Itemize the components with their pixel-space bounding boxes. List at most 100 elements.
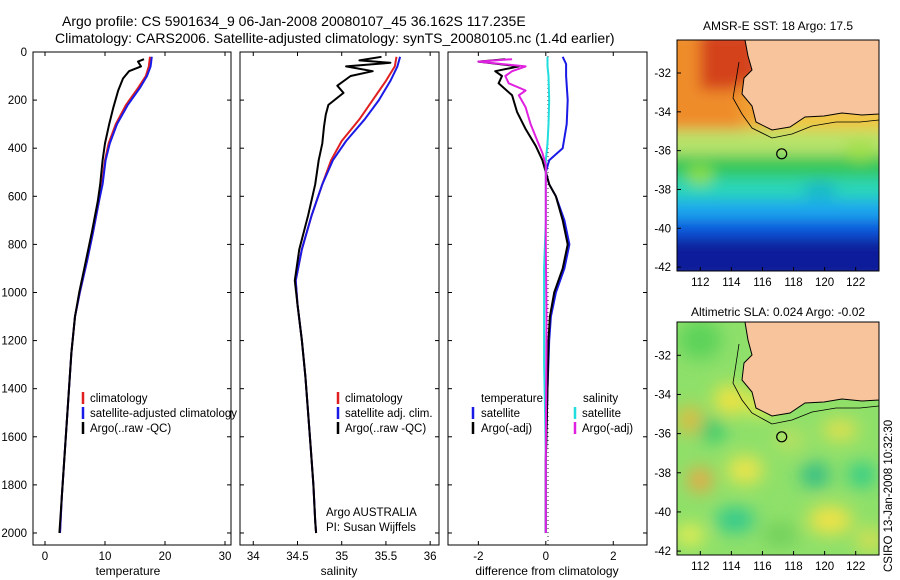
legend-label-sal-argo: Argo(..raw -QC) [345, 423, 426, 435]
map-y-tick-label: -34 [654, 107, 671, 119]
temperature-x-ticks: 0 10 20 30 [42, 52, 232, 563]
x-tick-label: 0 [42, 551, 48, 563]
map-x-tick-label: 112 [691, 561, 709, 573]
legend-label-sal-satellite: satellite adj. clim. [345, 408, 433, 420]
map-y-tick-label: -36 [654, 429, 671, 441]
legend-label-sal-climatology: climatology [345, 393, 403, 405]
float-program-annotation: Argo AUSTRALIA [326, 507, 417, 519]
sla-y-ticks: -32 -34 -36 -38 -40 -42 [654, 350, 681, 558]
sst-map-frame [676, 39, 880, 272]
legend-label-satellite-adjusted: satellite-adjusted climatology [90, 408, 237, 420]
temperature-y-ticks: 0 200 400 600 800 1000 1200 1400 1600 1800 2000 [1, 47, 231, 540]
csiro-timestamp: CSIRO 13-Jan-2008 10:32:30 [883, 420, 895, 572]
map-x-tick-label: 118 [784, 277, 802, 289]
sla-x-ticks: 112 114 116 118 120 122 [691, 551, 865, 573]
x-tick-label: 20 [159, 551, 172, 563]
map-x-tick-label: 120 [815, 277, 834, 289]
map-x-tick-label: 112 [691, 277, 709, 289]
temperature-panel: 0 200 400 600 800 1000 1200 1400 1600 1800 2000 0 1… [1, 47, 237, 578]
map-x-tick-label: 120 [815, 561, 834, 573]
map-y-tick-label: -32 [654, 68, 671, 80]
sst-map-panel: AMSR-E SST: 18 Argo: 17.5 [654, 19, 880, 289]
difference-y-ticks [448, 51, 647, 534]
legend-label-temp-argo: Argo(-adj) [481, 423, 532, 435]
map-x-tick-label: 114 [722, 561, 741, 573]
map-x-tick-label: 116 [753, 561, 771, 573]
sst-x-ticks: 112 114 116 118 120 122 [691, 267, 865, 289]
salinity-x-ticks: 34 34.5 35 35.5 36 [247, 52, 437, 563]
y-tick-label: 1400 [1, 384, 27, 396]
sst-coastline [741, 40, 879, 131]
legend-label-sal-argo-diff: Argo(-adj) [582, 423, 633, 435]
x-tick-label: 34 [247, 551, 260, 563]
legend-header-temperature: temperature [481, 393, 543, 405]
salinity-xlabel: salinity [321, 564, 358, 578]
x-tick-label: 2 [610, 551, 616, 563]
difference-series [477, 56, 571, 533]
x-tick-label: 36 [424, 551, 437, 563]
temperature-xlabel: temperature [96, 564, 161, 578]
title-line-1: Argo profile: CS 5901634_9 06-Jan-2008 2… [62, 13, 526, 29]
y-tick-label: 1600 [1, 432, 27, 444]
salinity-legend: climatology satellite adj. clim. Argo(..… [336, 392, 433, 435]
legend-header-salinity: salinity [583, 393, 618, 405]
float-position-marker-sla [776, 431, 788, 443]
salinity-y-ticks [240, 51, 439, 534]
map-y-tick-label: -40 [654, 507, 671, 519]
float-pi-annotation: PI: Susan Wijffels [326, 522, 416, 534]
y-tick-label: 0 [21, 47, 27, 59]
map-y-tick-label: -42 [654, 262, 671, 274]
y-tick-label: 400 [8, 143, 27, 155]
map-y-tick-label: -34 [654, 389, 671, 401]
map-x-tick-label: 122 [846, 561, 865, 573]
map-x-tick-label: 122 [846, 277, 865, 289]
x-tick-label: -2 [473, 551, 483, 563]
y-tick-label: 200 [8, 95, 27, 107]
sla-map-panel: Altimetric SLA: 0.024 Argo: -0.02 [654, 305, 880, 573]
sla-map-title: Altimetric SLA: 0.024 Argo: -0.02 [691, 305, 865, 319]
salinity-panel: 34 34.5 35 35.5 36 salinity climatology sate… [239, 51, 440, 578]
map-y-tick-label: -38 [654, 468, 671, 480]
y-tick-label: 1000 [1, 287, 27, 299]
map-x-tick-label: 114 [722, 277, 741, 289]
map-y-tick-label: -42 [654, 546, 671, 558]
map-y-tick-label: -32 [654, 350, 671, 362]
difference-xlabel: difference from climatology [475, 564, 618, 578]
y-tick-label: 600 [8, 191, 27, 203]
legend-label-temp-satellite: satellite [481, 408, 520, 420]
sst-y-ticks: -32 -34 -36 -38 -40 -42 [654, 68, 681, 274]
x-tick-label: 34.5 [286, 551, 308, 563]
difference-x-ticks: -2 0 2 [473, 52, 616, 563]
salinity-axes-frame [239, 51, 440, 546]
map-x-tick-label: 116 [753, 277, 771, 289]
y-tick-label: 800 [8, 239, 27, 251]
x-tick-label: 0 [543, 551, 549, 563]
sla-isobath [732, 343, 879, 425]
title-line-2: Climatology: CARS2006. Satellite-adjuste… [55, 30, 615, 46]
sla-map-frame [676, 321, 880, 556]
sst-map-field [677, 40, 879, 271]
legend-label-argo: Argo(..raw -QC) [90, 423, 171, 435]
x-tick-label: 30 [219, 551, 232, 563]
sst-ocean-field [677, 40, 879, 271]
y-tick-label: 2000 [1, 528, 27, 540]
temperature-series [58, 56, 153, 534]
salinity-series [293, 55, 402, 534]
float-position-marker [776, 148, 788, 160]
y-tick-label: 1800 [1, 480, 27, 492]
map-y-tick-label: -36 [654, 146, 671, 158]
temperature-axes-frame [32, 51, 232, 546]
series-line-argo-raw-qc [293, 55, 392, 534]
difference-legend: temperature salinity satellite Argo(-adj… [471, 393, 633, 435]
legend-label-climatology: climatology [90, 393, 148, 405]
sst-map-title: AMSR-E SST: 18 Argo: 17.5 [703, 19, 853, 33]
map-y-tick-label: -38 [654, 184, 671, 196]
x-tick-label: 10 [99, 551, 112, 563]
map-x-tick-label: 118 [784, 561, 802, 573]
sla-coastline [741, 322, 879, 417]
legend-label-sal-satellite-diff: satellite [582, 408, 621, 420]
series-line-argo-raw-qc [58, 58, 145, 534]
temperature-legend: climatology satellite-adjusted climatolo… [81, 392, 237, 435]
sst-isobath [732, 61, 879, 139]
